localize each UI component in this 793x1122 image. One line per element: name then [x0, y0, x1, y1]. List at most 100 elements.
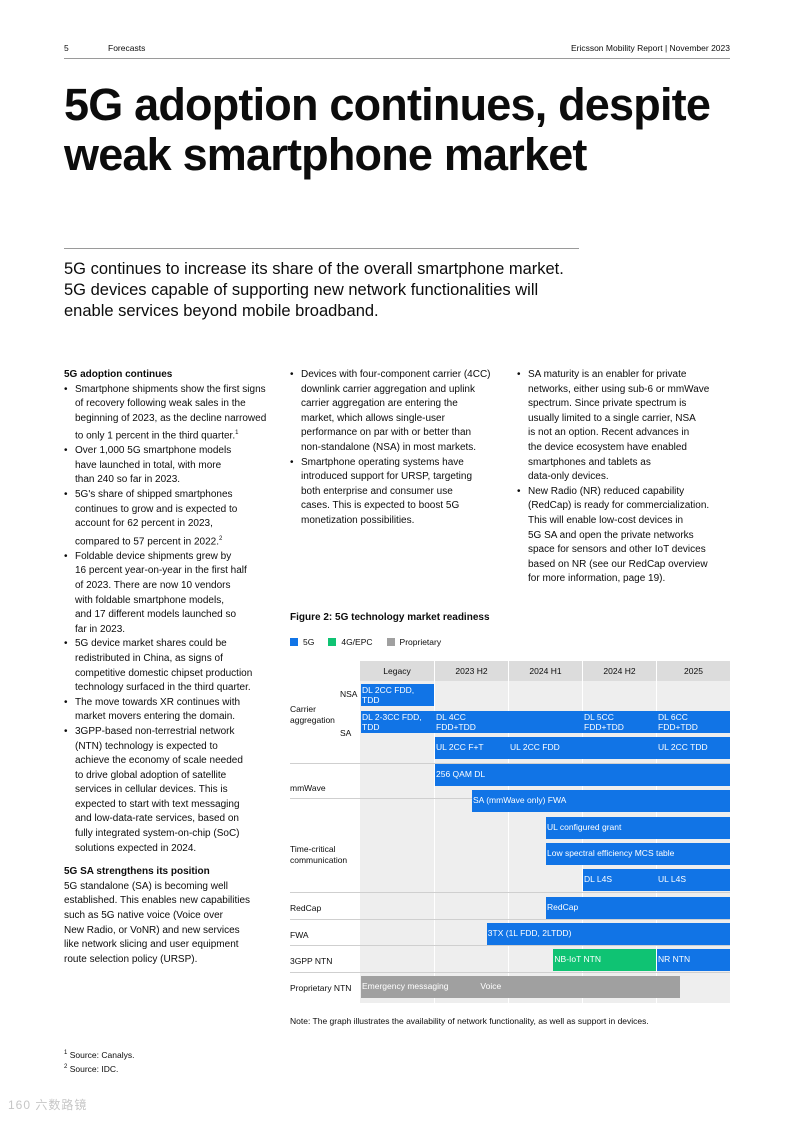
- column-header: 2023 H2: [435, 661, 508, 681]
- title-line-2: weak smartphone market: [64, 129, 587, 180]
- legend-swatch: [328, 638, 337, 646]
- column-divider: [508, 661, 509, 1003]
- row-label-3gpp-ntn: 3GPP NTN: [290, 956, 333, 966]
- row-label-time-critical: Time-critical communication: [290, 844, 348, 865]
- column-divider: [434, 661, 435, 1003]
- report-name: Ericsson Mobility Report | November 2023: [570, 43, 730, 53]
- readiness-chart: NSA Carrier aggregation SA mmWave Time-cr…: [290, 661, 730, 1003]
- row-divider: [290, 892, 730, 893]
- chart-bar-fwa: 3TX (1L FDD, 2LTDD): [486, 923, 730, 945]
- chart-bar-ntn_g: NB-IoT NTN: [553, 949, 656, 971]
- chart-bar-redcap: RedCap: [546, 897, 730, 919]
- column-3: SA maturity is an enabler for privatenet…: [517, 368, 731, 587]
- legend-label: 5G: [303, 637, 315, 647]
- bar-label: DL 6CC FDD+TDD: [658, 712, 698, 732]
- column-header: 2024 H1: [509, 661, 582, 681]
- row-label-redcap: RedCap: [290, 903, 322, 913]
- row-label-carrier-aggregation: Carrier aggregation: [290, 704, 335, 725]
- list-item: SA maturity is an enabler for privatenet…: [517, 368, 731, 485]
- chart-bar-mm1: 256 QAM DL: [435, 764, 730, 786]
- bullet-list-3: SA maturity is an enabler for privatenet…: [517, 368, 731, 587]
- bar-label: SA (mmWave only) FWA: [473, 795, 567, 805]
- figure-note: Note: The graph illustrates the availabi…: [290, 1016, 649, 1026]
- chart-bar-tc3: DL L4S UL L4S: [583, 869, 730, 891]
- header-rule: [64, 58, 730, 59]
- paragraph: 5G standalone (SA) is becoming well estab…: [64, 880, 251, 965]
- chart-bar-tc1: UL configured grant: [546, 817, 730, 839]
- bar-label: 3TX (1L FDD, 2LTDD): [487, 928, 572, 938]
- list-item: 5G device market shares could beredistri…: [64, 637, 278, 695]
- column-header: 2024 H2: [583, 661, 656, 681]
- row-label-mmwave: mmWave: [290, 783, 326, 793]
- bar-label: DL 5CC FDD+TDD: [584, 712, 624, 732]
- row-label-proprietary-ntn: Proprietary NTN: [290, 983, 352, 993]
- list-item: The move towards XR continues withmarket…: [64, 696, 278, 725]
- lead-line-3: enable services beyond mobile broadband.: [64, 302, 379, 320]
- chart-bar-sa2: UL 2CC F+T UL 2CC FDD UL 2CC TDD: [435, 737, 730, 759]
- bar-label: UL configured grant: [547, 822, 622, 832]
- bar-label: UL L4S: [658, 874, 687, 884]
- page-header: 5 Forecasts Ericsson Mobility Report | N…: [64, 40, 730, 60]
- row-divider: [290, 945, 730, 946]
- lead-rule: [64, 248, 579, 249]
- legend-item-5g: 5G: [290, 637, 314, 647]
- footnotes: 1 Source: Canalys. 2 Source: IDC.: [64, 1047, 134, 1075]
- bar-label: Voice: [480, 981, 502, 991]
- heading-5g-sa: 5G SA strengthens its position: [64, 866, 210, 878]
- footnote-ref: 1: [235, 430, 239, 437]
- bar-label: NB-IoT NTN: [554, 954, 601, 964]
- legend-swatch: [386, 638, 395, 646]
- list-item: Devices with four-component carrier (4CC…: [290, 368, 504, 456]
- title-line-1: 5G adoption continues, despite: [64, 79, 711, 130]
- figure-title: Figure 2: 5G technology market readiness: [290, 612, 490, 623]
- bullet-list-1: Smartphone shipments show the first sign…: [64, 383, 278, 857]
- section-name: Forecasts: [108, 43, 146, 53]
- legend-label: Proprietary: [399, 637, 442, 647]
- bar-label: RedCap: [547, 902, 579, 912]
- chart-legend: 5G 4G/EPC Proprietary: [290, 637, 441, 647]
- column-2: Devices with four-component carrier (4CC…: [290, 368, 504, 529]
- list-item: 3GPP-based non-terrestrial network(NTN) …: [64, 725, 278, 856]
- bar-label: UL 2CC F+T: [436, 742, 484, 752]
- lead-line-1: 5G continues to increase its share of th…: [64, 260, 564, 278]
- row-label-sa: SA: [340, 728, 352, 738]
- chart-bar-tc2: Low spectral efficiency MCS table: [546, 843, 730, 865]
- chart-bar-mm2: SA (mmWave only) FWA: [472, 790, 730, 812]
- lead-line-2: 5G devices capable of supporting new net…: [64, 281, 539, 299]
- row-label-fwa: FWA: [290, 930, 309, 940]
- bullet-list-2: Devices with four-component carrier (4CC…: [290, 368, 504, 529]
- row-divider: [290, 763, 730, 764]
- bar-label: NR NTN: [658, 954, 691, 964]
- watermark: 160 六数路镜: [8, 1098, 88, 1112]
- list-item: 5G's share of shipped smartphonescontinu…: [64, 488, 278, 550]
- legend-item-proprietary: Proprietary: [386, 637, 442, 647]
- bar-label: DL 2CC FDD, TDD: [362, 685, 415, 705]
- list-item: New Radio (NR) reduced capability(RedCap…: [517, 485, 731, 587]
- lead-paragraph: 5G continues to increase its share of th…: [64, 259, 594, 322]
- footnote-ref: 2: [218, 535, 223, 542]
- chart-bar-ntn_b: NR NTN: [657, 949, 730, 971]
- bar-label: Low spectral efficiency MCS table: [547, 848, 675, 858]
- chart-bar-sa1: DL 2-3CC FDD, TDD DL 4CC FDD+TDD DL 5CC FDD+T…: [361, 711, 730, 733]
- bar-label: Emergency messaging: [362, 981, 449, 991]
- bar-label: UL 2CC TDD: [658, 742, 708, 752]
- column-1: 5G adoption continues Smartphone shipmen…: [64, 368, 278, 967]
- legend-item-4g: 4G/EPC: [328, 637, 373, 647]
- footnote-1: 1 Source: Canalys.: [64, 1049, 135, 1060]
- bar-label: DL 4CC FDD+TDD: [436, 712, 476, 732]
- row-label-nsa: NSA: [340, 689, 358, 699]
- bar-label: UL 2CC FDD: [510, 742, 560, 752]
- footnote-2: 2 Source: IDC.: [64, 1063, 119, 1074]
- column-header: Legacy: [360, 661, 434, 681]
- list-item: Smartphone operating systems haveintrodu…: [290, 456, 504, 529]
- row-divider: [290, 972, 730, 973]
- page-number: 5: [64, 43, 69, 53]
- bar-label: DL L4S: [584, 874, 613, 884]
- chart-bar-nsa: DL 2CC FDD, TDD: [361, 684, 434, 706]
- legend-label: 4G/EPC: [341, 637, 373, 647]
- page-title: 5G adoption continues, despite weak smar…: [64, 80, 744, 180]
- bar-label: 256 QAM DL: [436, 769, 486, 779]
- heading-5g-adoption: 5G adoption continues: [64, 369, 173, 380]
